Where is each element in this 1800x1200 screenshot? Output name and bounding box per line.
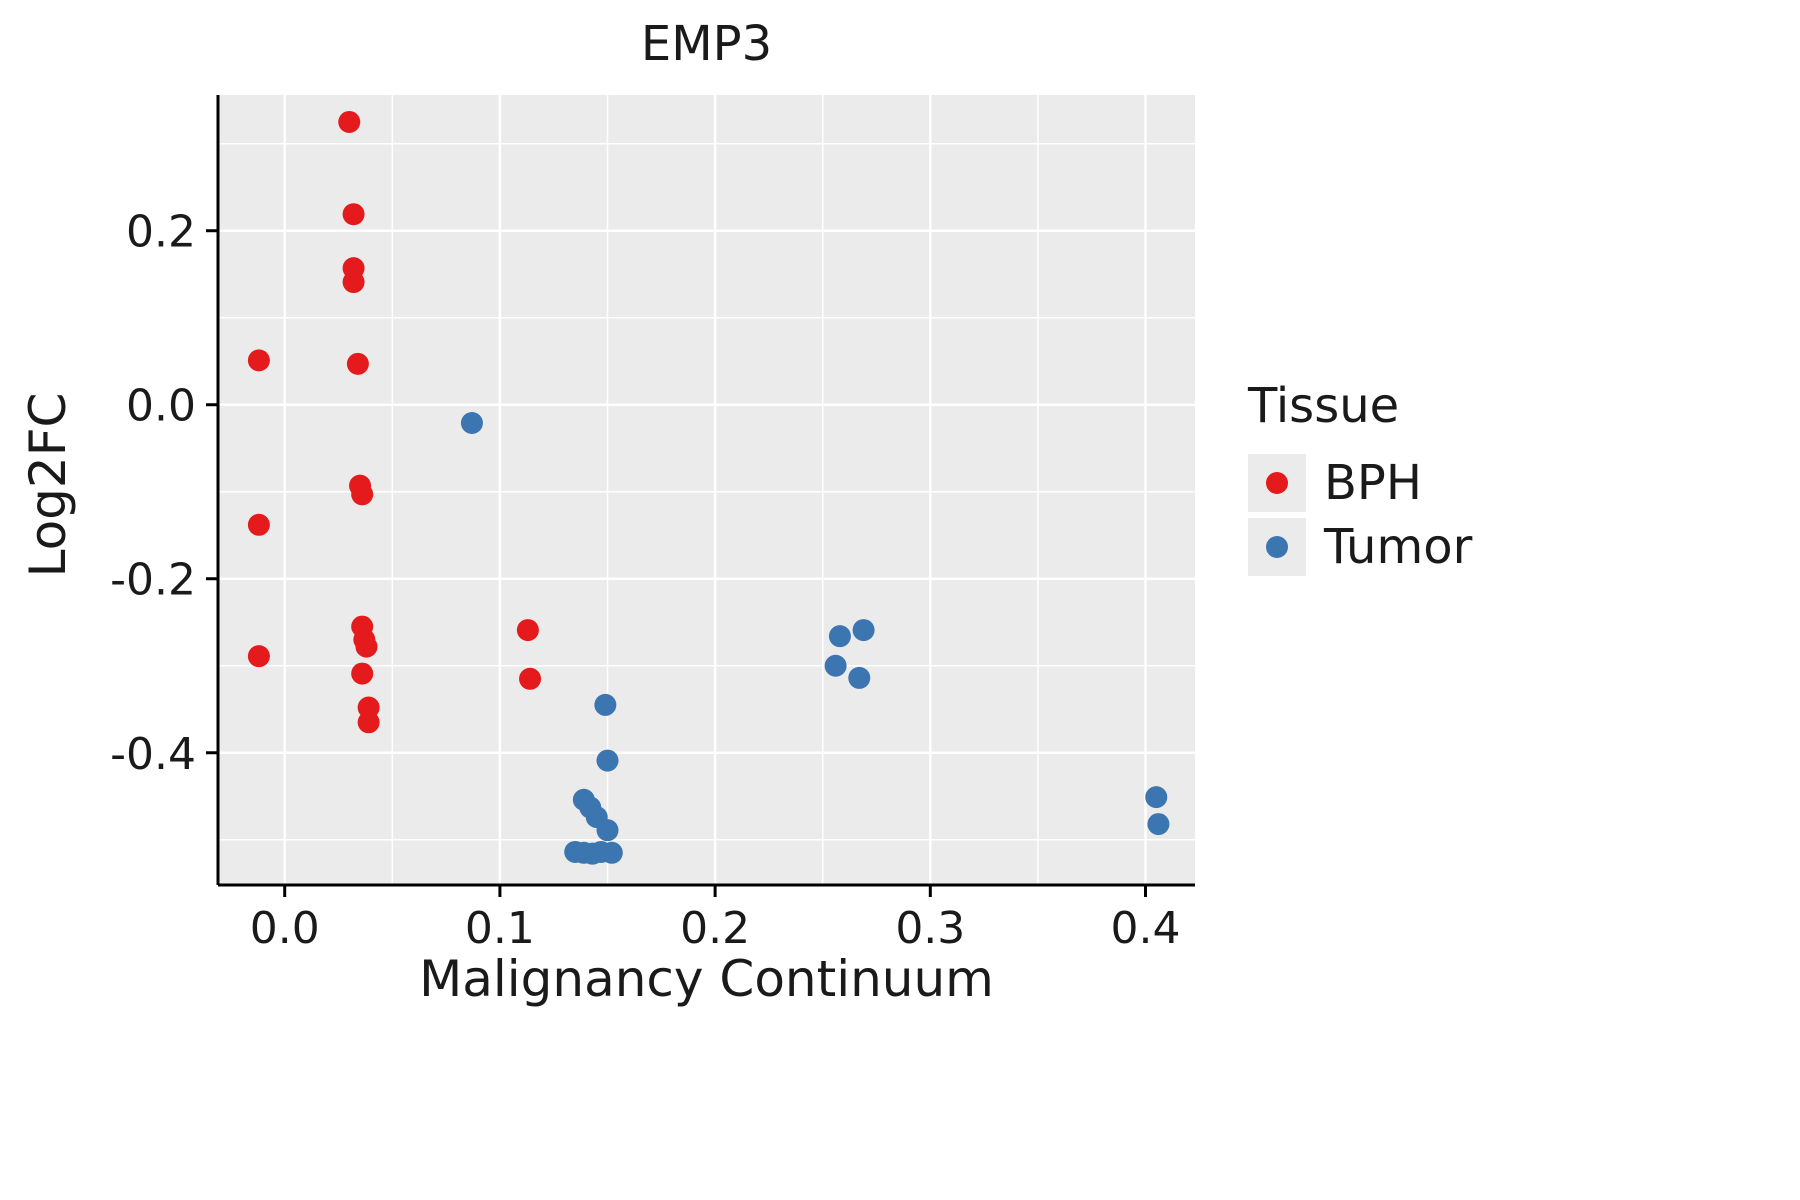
- data-point-tumor: [828, 625, 851, 648]
- data-point-bph: [247, 349, 270, 372]
- y-tick-label: -0.2: [110, 555, 196, 606]
- data-point-bph: [351, 483, 374, 506]
- data-point-tumor: [596, 749, 619, 772]
- x-tick-label: 0.2: [680, 903, 750, 954]
- data-point-tumor: [848, 666, 871, 689]
- data-point-bph: [355, 635, 378, 658]
- data-point-bph: [247, 645, 270, 668]
- data-point-tumor: [596, 819, 619, 842]
- legend-label-bph: BPH: [1324, 455, 1422, 511]
- data-point-bph: [247, 513, 270, 536]
- x-axis-label: Malignancy Continuum: [419, 950, 994, 1008]
- bph-point-icon: [1266, 472, 1288, 494]
- data-point-tumor: [824, 654, 847, 677]
- y-axis-label: Log2FC: [19, 392, 77, 578]
- data-point-bph: [346, 352, 369, 375]
- data-point-bph: [342, 271, 365, 294]
- y-tick-label: -0.4: [110, 729, 196, 780]
- tumor-point-icon: [1266, 536, 1288, 558]
- data-point-bph: [342, 203, 365, 226]
- y-tick-label: 0.2: [126, 207, 196, 258]
- legend-entry-bph: BPH: [1248, 454, 1472, 512]
- data-point-bph: [338, 110, 361, 133]
- x-tick-label: 0.1: [465, 903, 535, 954]
- legend-title: Tissue: [1248, 378, 1400, 434]
- y-tick-label: 0.0: [126, 381, 196, 432]
- legend-label-tumor: Tumor: [1324, 519, 1473, 575]
- chart-title: EMP3: [640, 16, 773, 72]
- data-point-bph: [519, 667, 542, 690]
- data-point-bph: [516, 619, 539, 642]
- data-point-tumor: [1147, 813, 1170, 836]
- data-point-bph: [351, 662, 374, 685]
- data-point-bph: [357, 711, 380, 734]
- data-point-tumor: [1145, 786, 1168, 809]
- legend-key-box: [1248, 518, 1306, 576]
- data-point-tumor: [594, 693, 617, 716]
- x-tick-label: 0.4: [1111, 903, 1181, 954]
- x-tick-label: 0.3: [895, 903, 965, 954]
- data-point-tumor: [460, 412, 483, 435]
- data-point-tumor: [852, 619, 875, 642]
- legend-entry-tumor: Tumor: [1248, 518, 1472, 576]
- legend: Tissue BPH Tumor: [1248, 378, 1472, 582]
- legend-key-box: [1248, 454, 1306, 512]
- x-tick-label: 0.0: [250, 903, 320, 954]
- data-point-tumor: [600, 841, 623, 864]
